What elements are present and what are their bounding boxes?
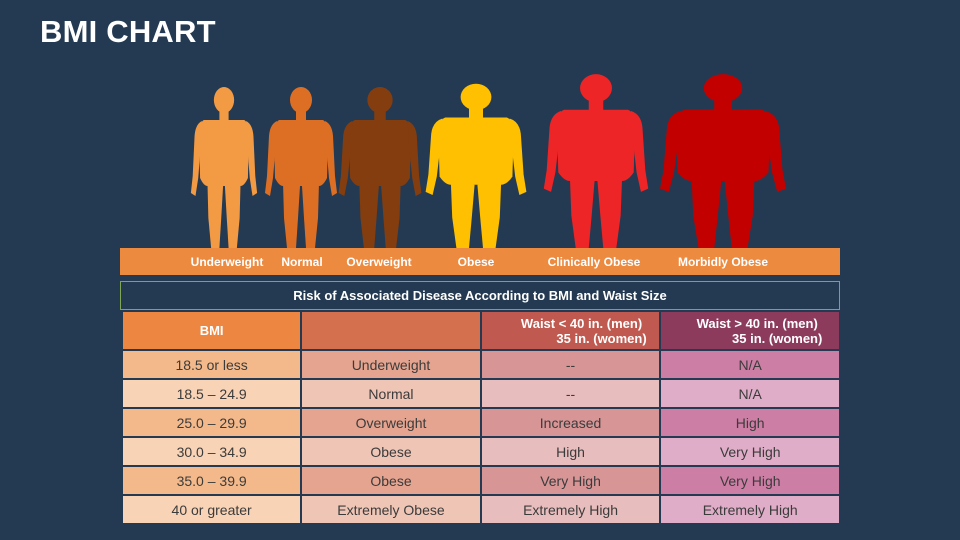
header-classification [302, 312, 480, 349]
cell-risk-high: Very High [661, 467, 839, 494]
table-header-row: BMI Waist < 40 in. (men) 35 in. (women) … [123, 312, 839, 349]
cell-class: Overweight [302, 409, 480, 436]
label-clinically-obese: Clinically Obese [547, 255, 641, 269]
cell-risk-high: Extremely High [661, 496, 839, 523]
cell-class: Normal [302, 380, 480, 407]
label-overweight: Overweight [346, 255, 412, 269]
header-waist-high-men: Waist > 40 in. (men) [696, 315, 818, 331]
figure-morbidly-obese-icon [660, 74, 786, 248]
header-waist-low-men: Waist < 40 in. (men) [520, 315, 643, 331]
figure-underweight-icon [190, 87, 258, 248]
figure-overweight-icon [338, 87, 422, 248]
header-waist-low: Waist < 40 in. (men) 35 in. (women) [481, 312, 660, 349]
label-morbidly-obese: Morbidly Obese [677, 255, 769, 269]
cell-bmi: 35.0 – 39.9 [123, 467, 301, 494]
table-row: 35.0 – 39.9 Obese Very High Very High [123, 467, 839, 494]
cell-risk-low: -- [481, 351, 660, 378]
cell-risk-high: Very High [661, 438, 839, 465]
cell-bmi: 25.0 – 29.9 [123, 409, 301, 436]
cell-class: Obese [302, 438, 480, 465]
table-row: 25.0 – 29.9 Overweight Increased High [123, 409, 839, 436]
header-waist-high: Waist > 40 in. (men) 35 in. (women) [661, 312, 839, 349]
cell-risk-high: High [661, 409, 839, 436]
label-normal: Normal [281, 255, 323, 269]
table-row: 40 or greater Extremely Obese Extremely … [123, 496, 839, 523]
label-underweight: Underweight [190, 255, 264, 269]
cell-risk-low: Extremely High [481, 496, 660, 523]
bmi-risk-table: BMI Waist < 40 in. (men) 35 in. (women) … [121, 310, 841, 525]
header-bmi: BMI [123, 312, 301, 349]
cell-class: Extremely Obese [302, 496, 480, 523]
table-row: 18.5 or less Underweight -- N/A [123, 351, 839, 378]
cell-risk-high: N/A [661, 351, 839, 378]
cell-risk-low: -- [481, 380, 660, 407]
cell-bmi: 18.5 – 24.9 [123, 380, 301, 407]
header-waist-low-women: 35 in. (women) [556, 330, 647, 346]
cell-bmi: 40 or greater [123, 496, 301, 523]
table-caption: Risk of Associated Disease According to … [120, 281, 840, 310]
cell-risk-high: N/A [661, 380, 839, 407]
category-band: Underweight Normal Overweight Obese Clin… [120, 248, 840, 275]
page-title: BMI CHART [40, 14, 216, 49]
cell-class: Underweight [302, 351, 480, 378]
cell-bmi: 18.5 or less [123, 351, 301, 378]
figure-obese-icon [425, 83, 527, 249]
figure-clinically-obese-icon [543, 74, 649, 248]
cell-risk-low: Very High [481, 467, 660, 494]
table-row: 30.0 – 34.9 Obese High Very High [123, 438, 839, 465]
cell-class: Obese [302, 467, 480, 494]
header-waist-high-women: 35 in. (women) [732, 330, 823, 346]
body-figures [0, 0, 960, 250]
body-silhouettes [190, 74, 786, 249]
cell-risk-low: Increased [481, 409, 660, 436]
label-obese: Obese [457, 255, 495, 269]
figure-normal-icon [265, 87, 337, 248]
cell-bmi: 30.0 – 34.9 [123, 438, 301, 465]
table-row: 18.5 – 24.9 Normal -- N/A [123, 380, 839, 407]
cell-risk-low: High [481, 438, 660, 465]
